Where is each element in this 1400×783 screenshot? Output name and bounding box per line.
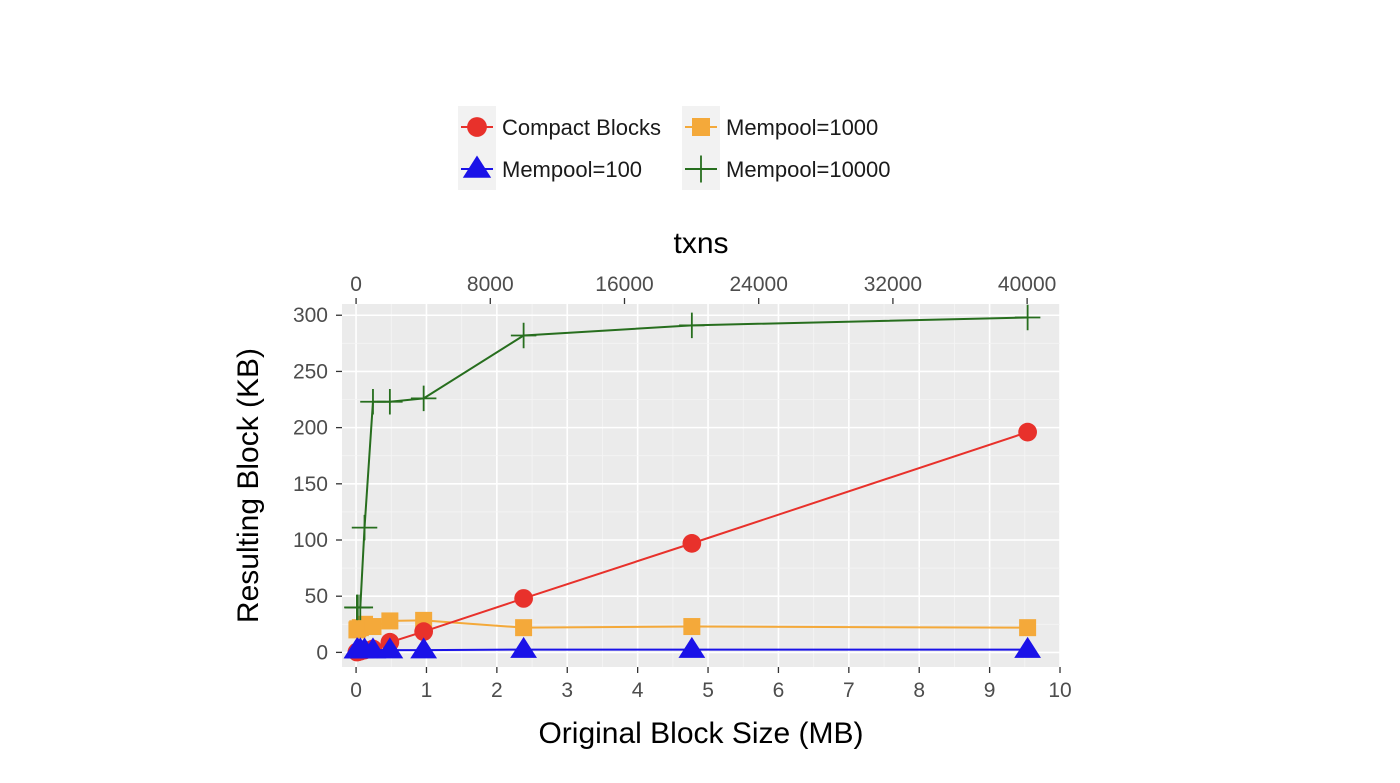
y-tick-label: 150	[293, 473, 328, 496]
x-tick-label: 1	[421, 679, 433, 702]
x-tick-label: 4	[632, 679, 644, 702]
x-tick-label: 10	[1048, 679, 1071, 702]
x-tick-label: 9	[984, 679, 996, 702]
legend-label-mempool-100: Mempool=100	[502, 157, 642, 182]
x-axis-title: Original Block Size (MB)	[538, 717, 863, 750]
x2-tick-label: 8000	[467, 273, 514, 296]
x-tick-label: 7	[843, 679, 855, 702]
x2-tick-label: 24000	[729, 273, 787, 296]
point-mempool-100	[359, 637, 387, 659]
x2-tick-label: 40000	[998, 273, 1056, 296]
point-mempool-1000	[683, 618, 701, 636]
legend-label-compact-blocks: Compact Blocks	[502, 115, 661, 140]
series-mempool-10000	[344, 304, 1041, 621]
series-mempool-100	[343, 636, 1042, 659]
legend-item-compact-blocks: Compact Blocks	[458, 106, 661, 148]
plot-panel	[342, 304, 1060, 667]
y-tick-label: 200	[293, 417, 328, 440]
point-mempool-10000	[510, 322, 537, 349]
legend-label-mempool-1000: Mempool=1000	[726, 115, 878, 140]
legend-marker-mempool-1000	[692, 118, 710, 136]
point-mempool-10000	[351, 514, 378, 541]
point-mempool-10000	[410, 385, 437, 412]
legend-item-mempool-1000: Mempool=1000	[682, 106, 878, 148]
x-tick-label: 6	[773, 679, 785, 702]
point-mempool-10000	[377, 389, 403, 415]
point-mempool-1000	[1019, 619, 1037, 637]
point-mempool-100	[410, 637, 438, 659]
legend-item-mempool-100: Mempool=100	[458, 148, 642, 190]
series-mempool-1000	[348, 611, 1037, 639]
x2-tick-label: 32000	[864, 273, 922, 296]
point-mempool-1000	[515, 619, 533, 637]
grid-lines	[342, 304, 1061, 667]
y-tick-label: 0	[316, 641, 328, 664]
y-axis-title: Resulting Block (KB)	[232, 348, 265, 623]
legend-marker-mempool-100	[462, 155, 492, 178]
axes: 0 1 2 3 4 5 6 7 8 9 100 8000 16000 24000 32000 40000050…	[293, 273, 1072, 702]
y-tick-label: 300	[293, 304, 328, 327]
point-compact-blocks	[514, 589, 533, 608]
series-layer	[343, 304, 1042, 662]
point-mempool-100	[510, 636, 537, 658]
point-mempool-1000	[364, 618, 382, 636]
point-mempool-10000	[679, 312, 705, 339]
point-compact-blocks	[414, 622, 434, 641]
point-mempool-1000	[381, 612, 399, 630]
legend-label-mempool-10000: Mempool=10000	[726, 157, 891, 182]
x-tick-label: 8	[913, 679, 925, 702]
x2-tick-label: 0	[350, 273, 362, 296]
x-tick-label: 3	[561, 679, 573, 702]
point-mempool-10000	[347, 594, 374, 621]
point-compact-blocks	[1018, 422, 1037, 442]
y-tick-label: 100	[293, 529, 328, 552]
legend-item-mempool-10000: Mempool=10000	[682, 148, 891, 190]
x-tick-label: 0	[350, 679, 362, 702]
point-compact-blocks	[682, 534, 702, 553]
x-tick-label: 2	[491, 679, 503, 702]
x2-tick-label: 16000	[595, 273, 653, 296]
x-tick-label: 5	[702, 679, 714, 702]
y-tick-label: 250	[293, 360, 328, 383]
x2-axis-title: txns	[673, 227, 728, 260]
point-mempool-10000	[1014, 304, 1041, 331]
y-tick-label: 50	[305, 585, 328, 608]
point-mempool-100	[1014, 636, 1042, 658]
legend-marker-compact-blocks	[467, 117, 487, 137]
legend: Compact Blocks Mempool=1000 Mempool=100 Mem…	[458, 106, 891, 190]
point-mempool-100	[678, 636, 706, 658]
legend-marker-mempool-10000	[687, 155, 715, 183]
point-mempool-100	[376, 637, 404, 659]
